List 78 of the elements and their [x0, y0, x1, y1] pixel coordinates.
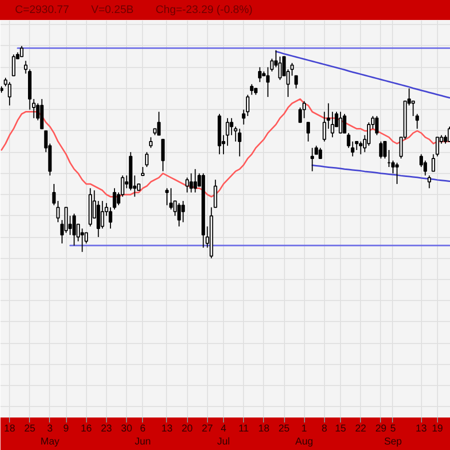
x-tick-label: 13 — [416, 424, 428, 434]
x-tick-label: 11 — [238, 424, 250, 434]
candlestick — [193, 168, 197, 193]
x-tick-label: 4 Jul — [217, 424, 230, 448]
x-tick-label: 13 — [161, 424, 173, 434]
x-tick-label: 25 — [278, 424, 290, 434]
candlestick — [108, 206, 112, 230]
candlestick — [415, 113, 419, 130]
candlestick — [318, 147, 322, 159]
candlestick — [56, 200, 60, 223]
candlestick — [258, 66, 262, 83]
candlestick — [342, 113, 346, 134]
x-tick-label: 22 — [355, 424, 367, 434]
candlestick — [302, 100, 306, 119]
x-tick-label: 23 — [100, 424, 112, 434]
candlestick — [428, 174, 432, 189]
candlestick — [145, 152, 149, 168]
candlestick — [214, 179, 218, 208]
candlestick — [112, 188, 116, 210]
x-tick-label: 9 — [63, 424, 70, 434]
candlestick — [72, 213, 76, 246]
x-tick-label: 25 — [24, 424, 36, 434]
candlestick — [149, 136, 153, 148]
candlestick — [157, 111, 161, 136]
x-tick-label: 30 — [121, 424, 133, 434]
candlestick — [64, 206, 68, 234]
x-tick-label: 18 — [258, 424, 270, 434]
candlestick — [40, 98, 44, 130]
candlestick — [379, 141, 383, 159]
candlestick — [84, 232, 88, 244]
text: Chg=-23.29 (-0.8%) — [156, 4, 253, 16]
candlestick — [375, 116, 379, 136]
candlestick — [169, 188, 173, 210]
candlestick — [177, 202, 181, 227]
x-tick-label: 18 — [4, 424, 16, 434]
candlestick — [8, 82, 12, 106]
candlestick — [230, 118, 234, 136]
x-tick-label: 27 — [202, 424, 214, 434]
candlestick — [250, 84, 254, 96]
text: C=2930.77 — [15, 4, 70, 16]
candlestick — [367, 122, 371, 146]
x-tick-label: 3 May — [40, 424, 60, 448]
candlestick — [424, 160, 428, 176]
candlestick — [338, 111, 342, 134]
candlestick — [419, 154, 423, 168]
x-tick-label: 29 — [375, 424, 387, 434]
candlestick — [185, 177, 189, 193]
candlestick — [12, 54, 16, 76]
candlestick — [52, 183, 56, 206]
candlestick — [310, 147, 314, 172]
candlestick — [161, 138, 165, 172]
candlestick — [358, 141, 362, 155]
candlestick — [189, 172, 193, 193]
x-tick-label: 20 — [182, 424, 194, 434]
candlestick — [383, 141, 387, 159]
candlestick — [322, 111, 326, 142]
x-tick-label: 16 — [80, 424, 92, 434]
candlestick — [246, 94, 250, 117]
candlestick — [20, 45, 24, 58]
candlestick — [238, 128, 242, 157]
x-tick-label: 19 — [432, 424, 444, 434]
text: V=0.25B — [91, 4, 134, 16]
candlestick — [306, 122, 310, 142]
candlestick — [100, 200, 104, 230]
candlestick — [294, 75, 298, 89]
x-tick-label: 8 — [322, 424, 328, 434]
x-tick-label: 1 Aug — [295, 424, 314, 448]
x-tick-label: 15 — [334, 424, 347, 434]
x-tick-label: 6 Jun — [134, 424, 151, 448]
candlestick — [395, 162, 399, 184]
candlestick — [165, 188, 169, 206]
candlestick — [24, 60, 28, 74]
candlestick — [411, 100, 415, 117]
candlestick — [226, 118, 230, 146]
candlestick — [80, 228, 84, 252]
candlestick — [436, 136, 440, 157]
candlestick — [181, 200, 185, 223]
candlestick — [96, 200, 100, 238]
